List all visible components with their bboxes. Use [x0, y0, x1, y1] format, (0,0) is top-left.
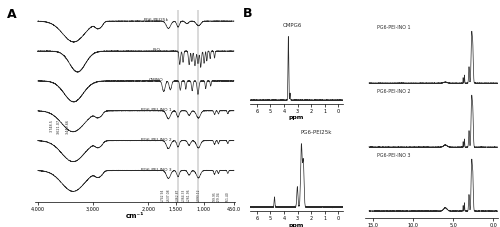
- Text: 1,742.94: 1,742.94: [160, 188, 164, 201]
- Text: INO: INO: [152, 48, 160, 52]
- Text: PG6-PEI-INO 2: PG6-PEI-INO 2: [141, 137, 172, 141]
- Text: 1,462.87: 1,462.87: [176, 188, 180, 201]
- Text: B: B: [242, 7, 252, 20]
- X-axis label: cm⁻¹: cm⁻¹: [126, 212, 144, 219]
- Text: PG6-PEI-INO 1: PG6-PEI-INO 1: [377, 25, 410, 30]
- Text: 1,261.96: 1,261.96: [187, 188, 191, 201]
- Text: PG6-PEI-INO 1: PG6-PEI-INO 1: [141, 108, 172, 111]
- Text: 3,449.66: 3,449.66: [66, 118, 70, 133]
- Text: 3,621.07: 3,621.07: [56, 118, 60, 133]
- Text: PG6-PEI25k: PG6-PEI25k: [144, 18, 169, 22]
- Text: 561.40: 561.40: [226, 190, 230, 201]
- Text: PG6-PEI-INO 3: PG6-PEI-INO 3: [141, 167, 172, 171]
- Text: PG6-PEI-INO 3: PG6-PEI-INO 3: [377, 152, 410, 157]
- Text: 729.04: 729.04: [216, 190, 220, 201]
- Text: CMPG6: CMPG6: [282, 22, 302, 27]
- Text: 1,637.08: 1,637.08: [166, 188, 170, 201]
- Text: 1,093.12: 1,093.12: [196, 188, 200, 201]
- X-axis label: ppm: ppm: [288, 115, 304, 120]
- X-axis label: ppm: ppm: [288, 222, 304, 227]
- Text: 3,748.5: 3,748.5: [50, 119, 54, 132]
- Text: CMINO: CMINO: [149, 78, 164, 82]
- Text: PG6-PEI-INO 2: PG6-PEI-INO 2: [377, 89, 410, 94]
- Text: 799.95: 799.95: [212, 190, 216, 201]
- Text: A: A: [7, 7, 16, 20]
- Text: 1,364.33: 1,364.33: [182, 188, 186, 201]
- Text: PG6-PEI25k: PG6-PEI25k: [301, 129, 332, 134]
